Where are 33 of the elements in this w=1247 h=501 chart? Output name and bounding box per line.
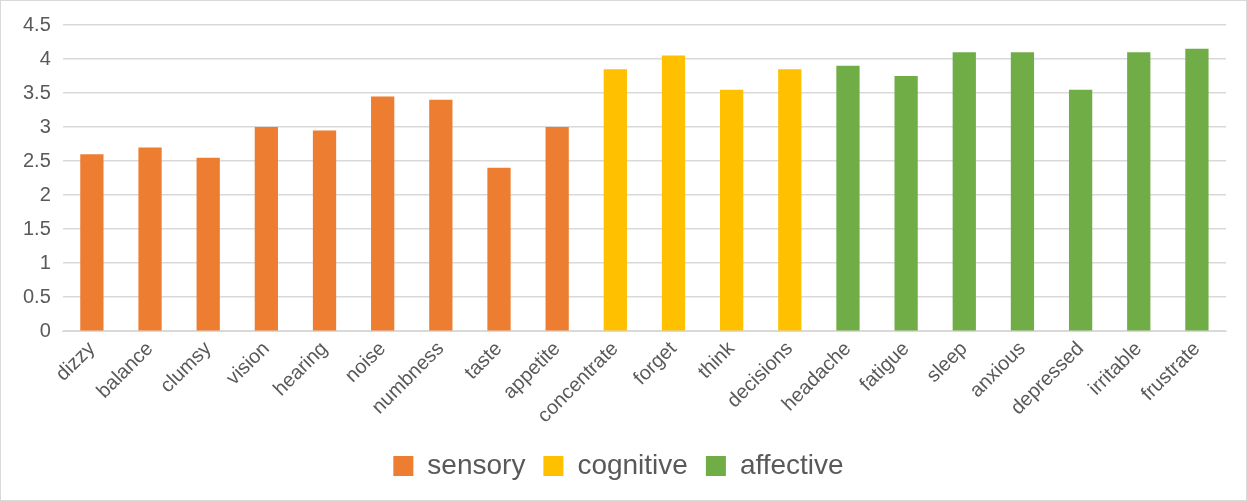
bar [80,154,104,331]
bar [661,55,686,331]
y-tick-label: 4 [39,46,51,69]
bar [836,65,860,331]
y-tick-label: 0.5 [22,284,51,307]
bar [952,52,976,331]
bar [138,147,162,331]
bar [603,69,627,331]
bar [1010,52,1035,331]
y-tick-label: 2 [39,182,51,205]
bar [778,69,802,331]
bar [1185,48,1209,331]
bar [487,167,511,331]
bar [894,76,918,331]
legend-label: sensory [427,448,526,480]
legend-label: cognitive [577,448,688,480]
y-tick-label: 2.5 [22,148,51,171]
legend-label: affective [739,448,844,480]
bar [1127,52,1151,331]
y-tick-label: 1 [39,250,51,273]
y-tick-label: 3 [39,114,51,137]
y-tick-label: 1.5 [22,216,51,239]
bar [371,96,395,331]
bar [1068,89,1093,331]
y-tick-label: 4.5 [22,12,51,35]
bar [196,157,220,331]
bar [545,127,569,331]
y-tick-label: 3.5 [22,80,51,103]
bar [429,99,453,331]
bar [312,130,337,331]
bar [254,127,278,331]
bar [720,89,744,331]
y-tick-label: 0 [39,318,51,341]
